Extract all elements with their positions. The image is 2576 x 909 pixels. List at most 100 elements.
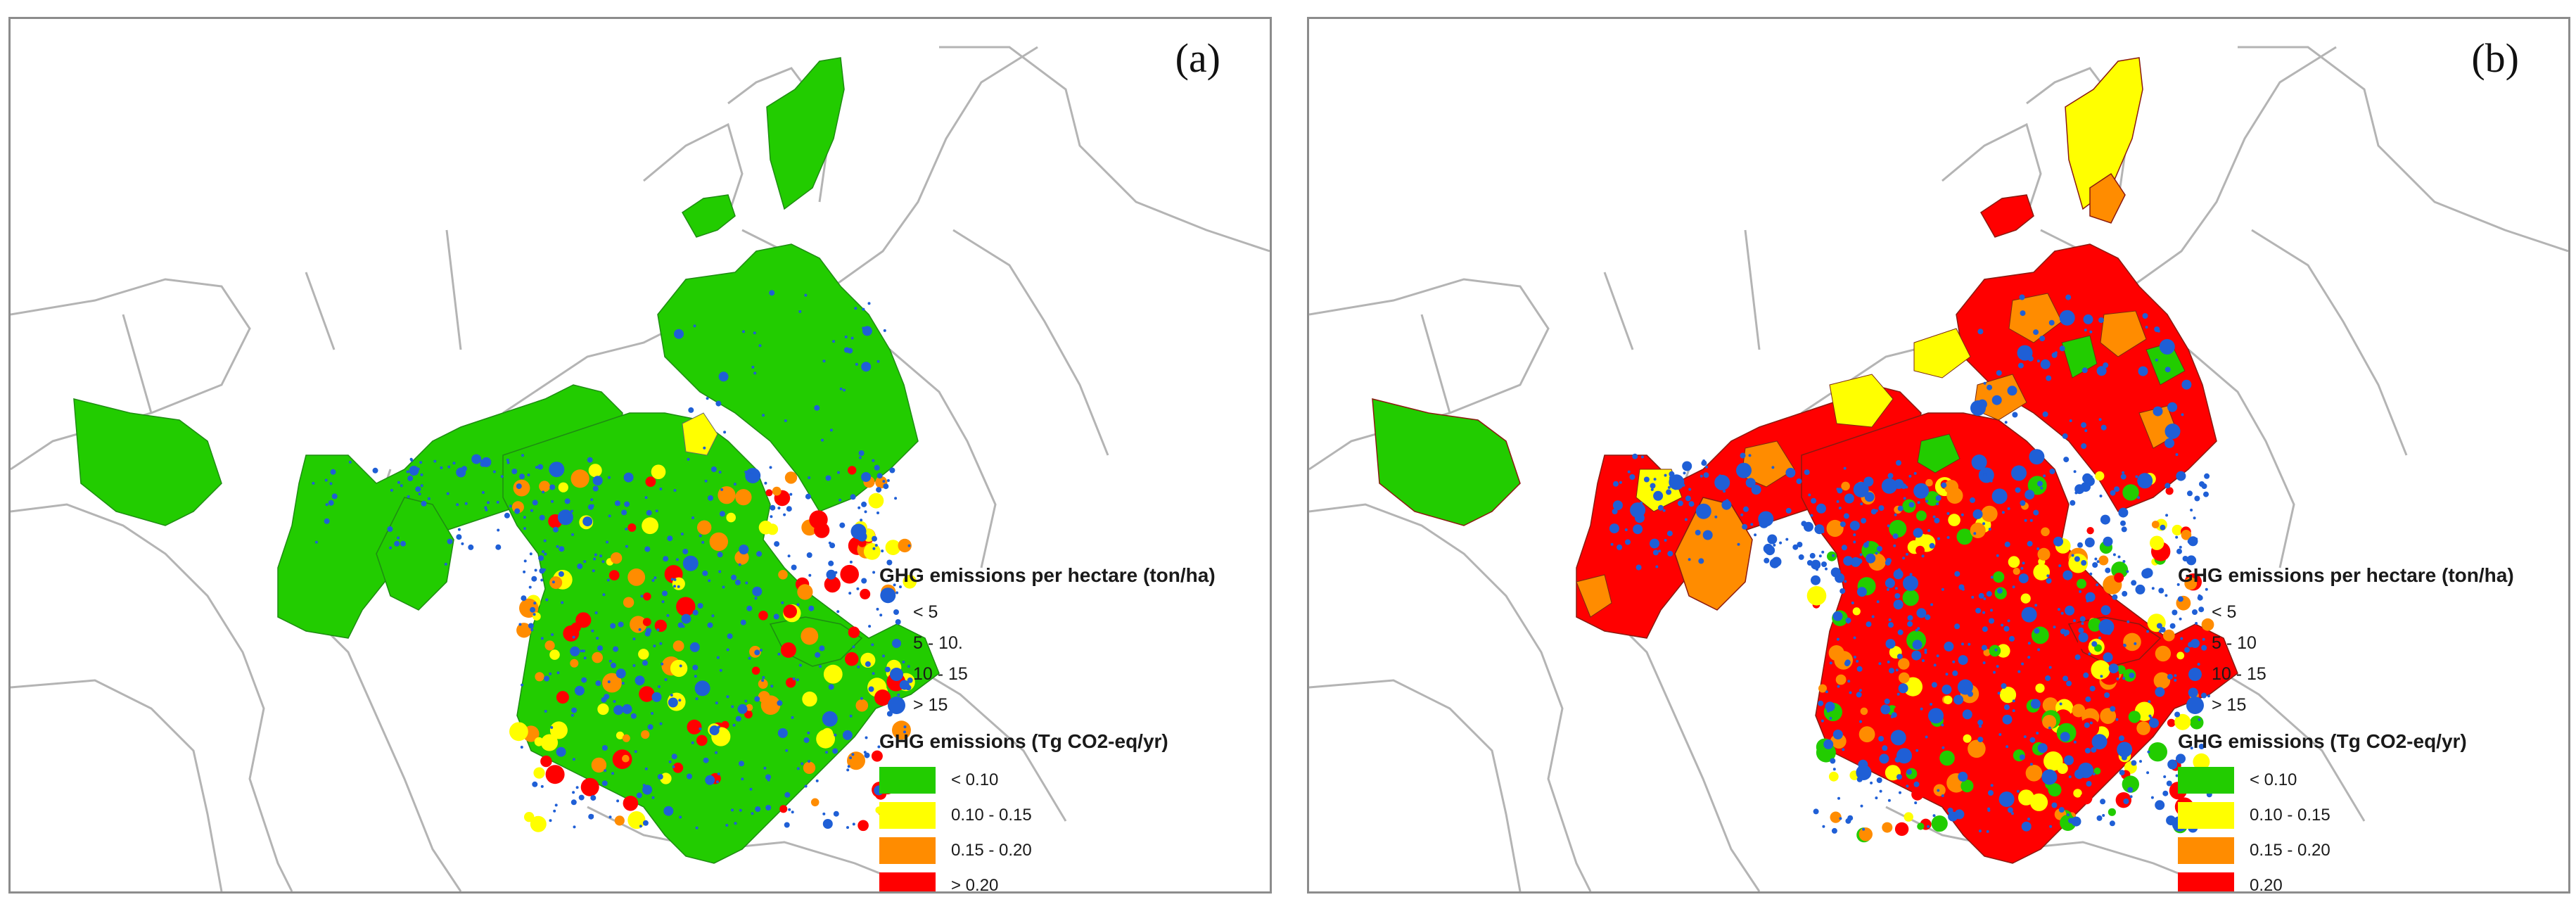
emission-point — [1978, 592, 1984, 599]
emission-point — [1896, 692, 1900, 696]
emission-point — [2074, 484, 2085, 495]
emission-point — [2112, 594, 2118, 600]
emission-point — [1891, 712, 1897, 718]
emission-point — [682, 625, 685, 628]
emission-point — [394, 540, 400, 547]
emission-point — [735, 716, 741, 722]
emission-point — [1960, 513, 1964, 516]
county-patch — [627, 568, 646, 586]
emission-point — [1888, 622, 1894, 628]
emission-point — [2174, 678, 2177, 682]
emission-point — [1849, 521, 1860, 531]
emission-point — [1979, 725, 1982, 728]
emission-point — [1832, 768, 1836, 771]
county-patch — [544, 640, 555, 651]
emission-point — [1957, 679, 1973, 695]
emission-point — [748, 656, 751, 660]
emission-point — [2102, 814, 2105, 817]
emission-point — [523, 570, 526, 573]
emission-point — [1884, 698, 1890, 704]
emission-point — [433, 459, 437, 463]
emission-point — [2079, 616, 2086, 622]
emission-point — [440, 466, 443, 469]
emission-point — [653, 644, 656, 648]
emission-point — [720, 488, 724, 491]
county-patch — [1855, 621, 1866, 633]
county-patch — [2077, 578, 2086, 589]
emission-point — [2062, 433, 2068, 439]
point-size-icon — [2186, 696, 2204, 714]
emission-point — [2103, 652, 2113, 663]
emission-point — [1994, 648, 1998, 651]
emission-point — [1898, 683, 1908, 694]
emission-point — [777, 652, 781, 656]
emission-point — [573, 825, 576, 829]
county-regions — [73, 57, 940, 864]
county-patch — [1976, 569, 1996, 590]
color-swatch — [879, 837, 936, 864]
emission-point — [741, 777, 744, 781]
county-patch — [534, 737, 544, 746]
emission-point — [861, 501, 867, 507]
emission-point — [851, 753, 855, 756]
emission-point — [2195, 538, 2198, 541]
emission-point — [1981, 644, 1987, 651]
emission-point — [2037, 481, 2043, 487]
county-patch — [1806, 586, 1827, 606]
emission-point — [1998, 792, 2015, 807]
emission-point — [1862, 483, 1866, 487]
legend: GHG emissions per hectare (ton/ha) < 5 5… — [2178, 564, 2558, 891]
county-patch — [556, 691, 569, 704]
emission-point — [1771, 466, 1775, 469]
panel-label: (b) — [2471, 35, 2519, 81]
county-patch — [783, 604, 797, 618]
emission-point — [557, 509, 573, 526]
emission-point — [614, 500, 620, 507]
emission-point — [447, 538, 453, 545]
emission-point — [658, 685, 661, 688]
emission-point — [484, 506, 487, 509]
emission-point — [1971, 595, 1975, 599]
emission-point — [1862, 827, 1866, 831]
emission-point — [2016, 789, 2020, 793]
county-patch — [622, 734, 630, 742]
emission-point — [709, 725, 720, 736]
emission-point — [520, 746, 523, 749]
emission-point — [1702, 507, 1708, 514]
legend-fill-item: 0.10 - 0.15 — [2178, 798, 2558, 833]
emission-point — [1987, 384, 1993, 390]
emission-point — [754, 696, 760, 702]
emission-point — [2053, 625, 2056, 629]
emission-point — [862, 326, 872, 336]
emission-point — [2029, 519, 2033, 522]
legend-fill-label: 0.15 - 0.20 — [2250, 841, 2330, 860]
county-patch — [758, 679, 768, 689]
county-patch — [1968, 739, 1986, 758]
county-patch — [2027, 476, 2047, 495]
emission-point — [753, 331, 756, 335]
emission-point — [1907, 621, 1913, 627]
emission-point — [1871, 615, 1875, 618]
emission-point — [2046, 578, 2052, 584]
emission-point — [495, 544, 502, 550]
emission-point — [1832, 554, 1835, 557]
county-patch — [509, 722, 528, 742]
emission-point — [2194, 495, 2200, 502]
emission-point — [722, 585, 725, 589]
emission-point — [2181, 379, 2192, 390]
emission-point — [661, 600, 665, 604]
emission-point — [592, 485, 599, 492]
emission-point — [1643, 476, 1650, 483]
emission-point — [1627, 470, 1631, 473]
emission-point — [2034, 628, 2040, 634]
emission-point — [331, 493, 338, 500]
emission-point — [1859, 720, 1862, 723]
emission-point — [1915, 749, 1919, 752]
emission-point — [1832, 611, 1843, 621]
legend-points-title: GHG emissions per hectare (ton/ha) — [879, 564, 1216, 586]
county-patch — [642, 517, 658, 535]
county-patch — [1894, 706, 1901, 714]
emission-point — [1988, 790, 1994, 796]
county-patch — [2008, 556, 2020, 568]
emission-point — [770, 504, 776, 511]
